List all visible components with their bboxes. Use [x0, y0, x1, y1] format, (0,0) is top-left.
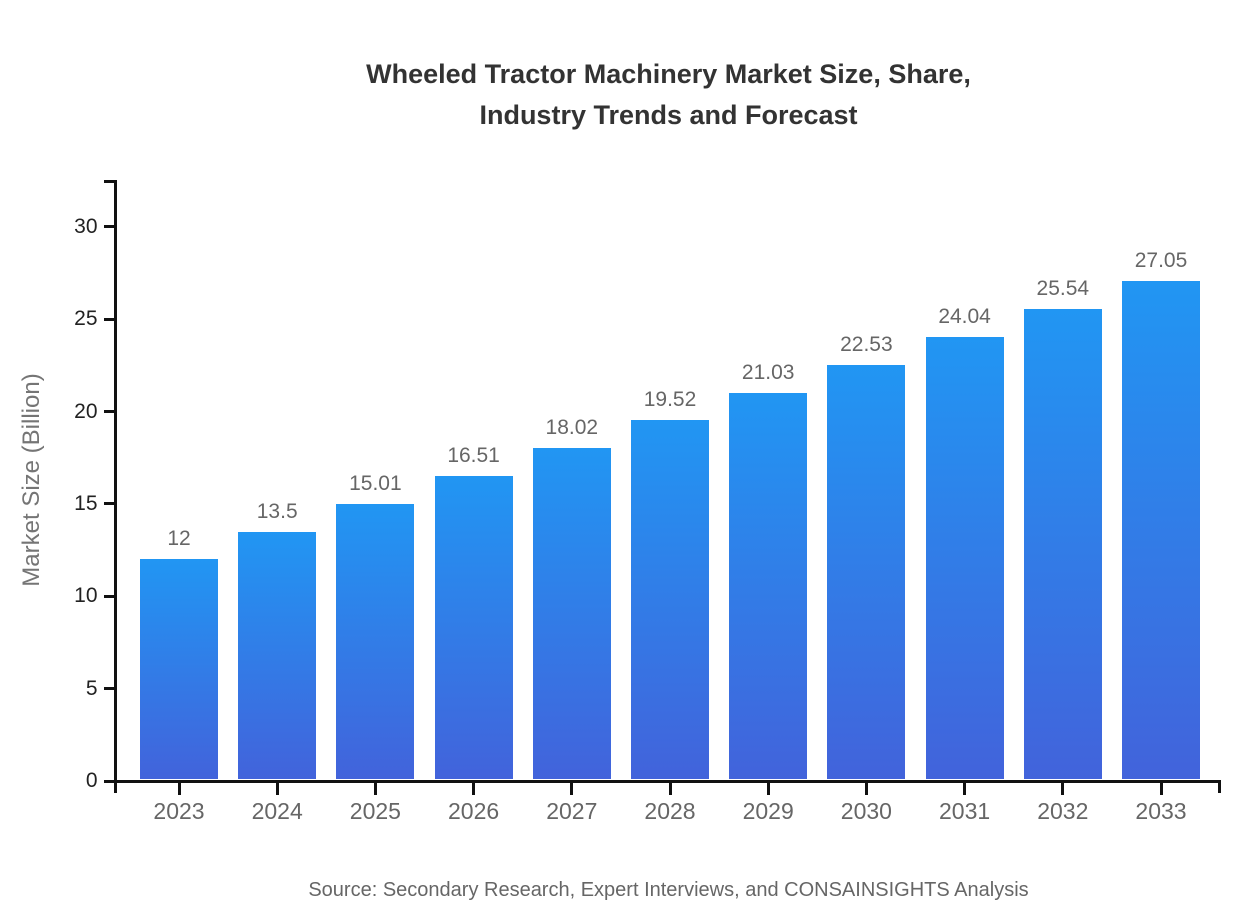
bar-value-label: 25.54 [1036, 277, 1090, 301]
chart-title: Wheeled Tractor Machinery Market Size, S… [115, 54, 1222, 136]
x-tick-label: 2023 [153, 798, 205, 824]
x-tick [472, 782, 476, 795]
x-tick-label: 2025 [349, 798, 401, 824]
x-tick [864, 782, 868, 795]
x-tick-label: 2024 [251, 798, 303, 824]
y-tick-label: 25 [74, 307, 98, 331]
y-tick [103, 779, 114, 783]
y-tick-label: 0 [85, 769, 98, 792]
x-tick-label: 2029 [742, 798, 794, 824]
x-tick [1061, 782, 1065, 795]
y-tick [103, 687, 114, 691]
y-tick-label: 10 [74, 584, 98, 608]
x-tick [177, 782, 181, 795]
bar [827, 364, 906, 780]
y-axis-endcap-tick [103, 180, 114, 183]
bar [925, 336, 1004, 780]
bar-value-label: 27.05 [1134, 249, 1188, 273]
x-tick-label: 2027 [546, 798, 598, 824]
bar [729, 392, 808, 780]
bar [1122, 281, 1200, 780]
x-tick-label: 2032 [1037, 798, 1089, 824]
bar [434, 476, 513, 780]
bar [238, 531, 317, 780]
bar-value-label: 12 [167, 527, 191, 551]
bar-value-label: 22.53 [840, 332, 893, 356]
chart-title-line-2: Industry Trends and Forecast [479, 100, 858, 130]
y-tick [103, 317, 114, 321]
x-tick [963, 782, 967, 795]
y-tick-label: 30 [74, 214, 98, 238]
bar-value-label: 16.51 [447, 444, 500, 468]
x-tick [1159, 782, 1163, 795]
bar [631, 420, 709, 780]
x-tick [373, 782, 377, 795]
y-tick [103, 225, 114, 229]
bar [1023, 309, 1102, 780]
x-tick [766, 782, 770, 795]
x-tick [275, 782, 279, 795]
bar-value-label: 13.5 [256, 499, 298, 523]
bar-value-label: 24.04 [938, 304, 991, 328]
y-tick [103, 410, 114, 414]
x-tick-label: 2026 [448, 798, 500, 824]
bar-value-label: 15.01 [349, 471, 402, 495]
x-tick-label: 2030 [840, 798, 892, 824]
bar [140, 559, 218, 780]
source-note: Source: Secondary Research, Expert Inter… [308, 879, 1029, 901]
y-tick-label: 20 [74, 399, 98, 423]
x-tick [570, 782, 574, 795]
bar-value-label: 19.52 [643, 388, 697, 412]
bar [336, 503, 415, 780]
x-tick-label: 2028 [644, 798, 696, 824]
y-axis-spine [113, 180, 117, 793]
y-tick [103, 594, 114, 598]
bar-value-label: 18.02 [545, 416, 599, 440]
y-tick-label: 15 [74, 491, 98, 515]
y-tick-label: 5 [85, 676, 98, 700]
bar [532, 448, 611, 780]
x-axis-endcap-tick [1218, 781, 1221, 793]
x-axis-spine [113, 779, 1221, 783]
chart-title-line-1: Wheeled Tractor Machinery Market Size, S… [366, 59, 971, 89]
x-tick-label: 2033 [1135, 798, 1187, 824]
x-tick-label: 2031 [939, 798, 991, 824]
bar-value-label: 21.03 [741, 360, 795, 384]
x-tick [668, 782, 672, 795]
y-tick [103, 502, 114, 506]
